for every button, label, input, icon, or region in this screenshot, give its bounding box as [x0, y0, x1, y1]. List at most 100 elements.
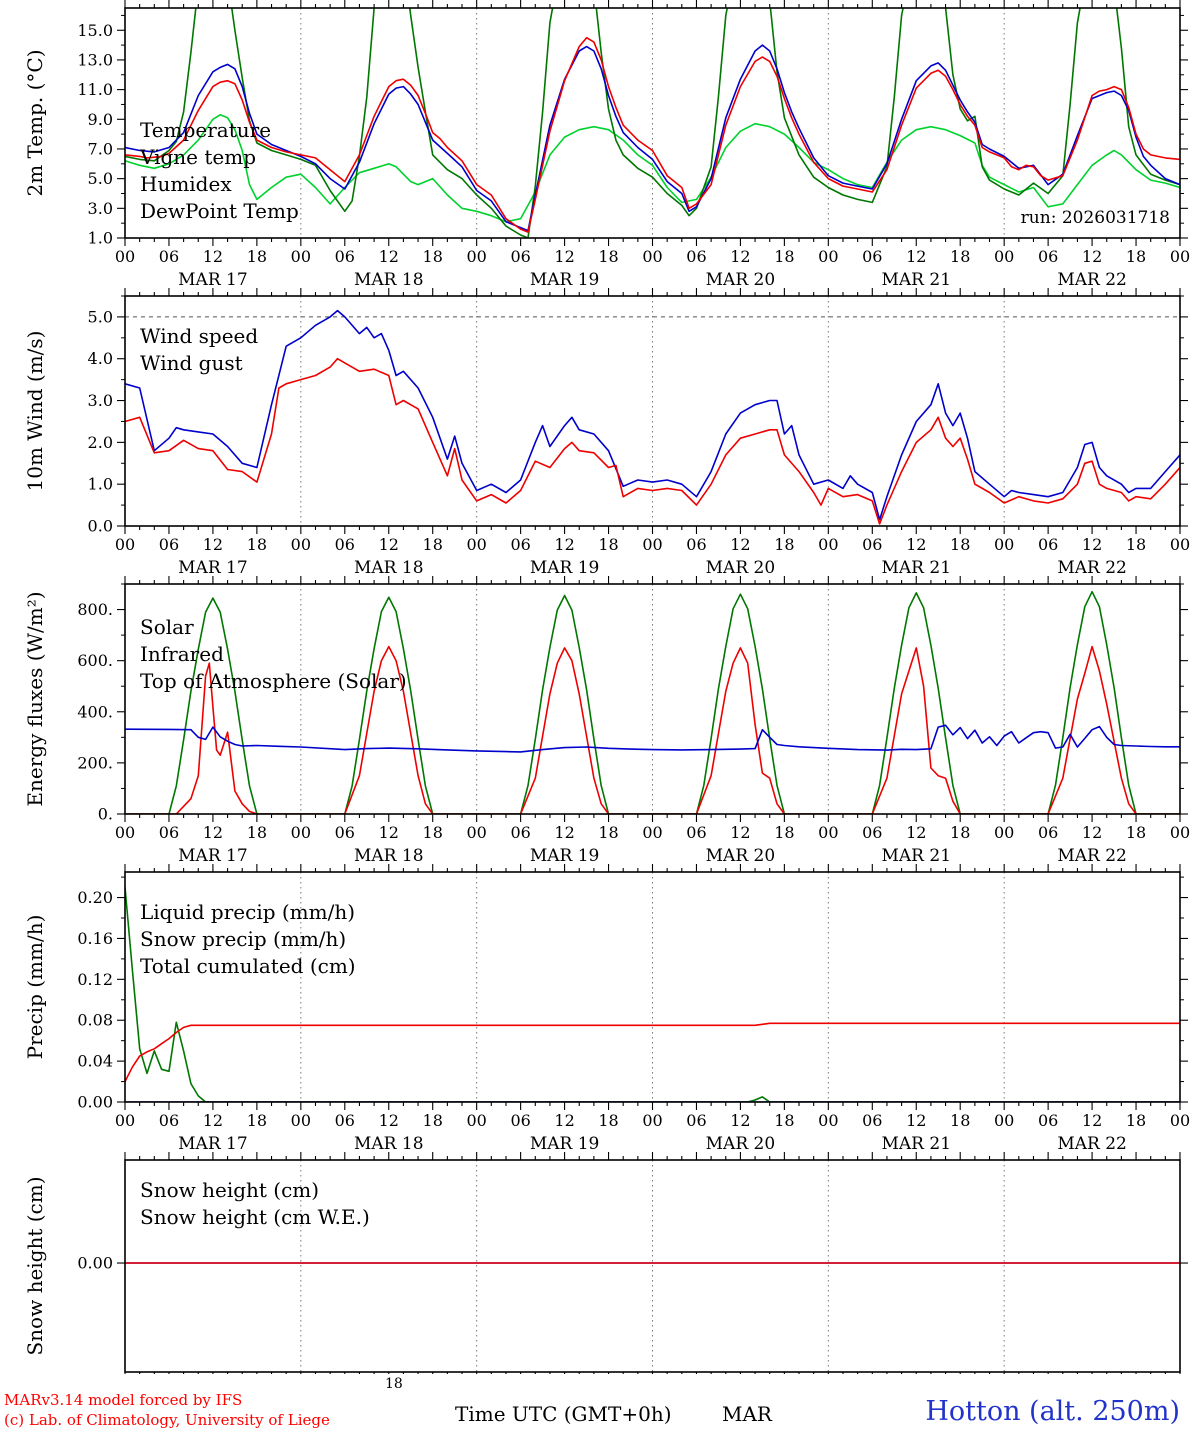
- x-axis-ticks: [124, 288, 1181, 534]
- x-tick-label: 06: [686, 535, 706, 554]
- y-tick-label: 200.: [77, 753, 113, 772]
- x-tick-label: 00: [466, 247, 486, 266]
- x-tick-label: 12: [1082, 823, 1102, 842]
- x-axis-labels: 00 06 12 18 00 06 12 18 00 06 12 18 00 06 12 18 00 06 12 18…: [115, 535, 1190, 554]
- x-tick-label: 12: [730, 1111, 750, 1130]
- y-tick-label: 1.0: [88, 475, 113, 494]
- y-tick-label: 9.0: [88, 110, 113, 129]
- x-tick-label: 06: [1038, 1111, 1058, 1130]
- y-tick-label: 400.: [77, 702, 113, 721]
- x-tick-label: 12: [203, 1111, 223, 1130]
- x-tick-label: 18: [423, 1111, 443, 1130]
- legend-snow-height-cm-: Snow height (cm): [140, 1178, 319, 1202]
- y-axis-ticks: [117, 14, 1188, 239]
- x-tick-label: 06: [335, 1111, 355, 1130]
- x-tick-label: 00: [818, 823, 838, 842]
- y-tick-label: 13.0: [77, 50, 113, 69]
- x-tick-label: 06: [510, 247, 530, 266]
- day-label: MAR 20: [706, 846, 776, 864]
- y-tick-label: 0.20: [77, 888, 113, 907]
- series-humidex: [125, 44, 1180, 232]
- x-tick-label: 00: [1170, 1111, 1190, 1130]
- x-tick-label: 12: [906, 247, 926, 266]
- model-label: MAR: [722, 1402, 772, 1426]
- x-tick-label: 00: [291, 1111, 311, 1130]
- x-tick-label: 00: [642, 247, 662, 266]
- x-tick-label: 06: [686, 823, 706, 842]
- y-axis-ticks: [117, 583, 1188, 815]
- legend: Snow height (cm) Snow height (cm W.E.): [140, 1178, 370, 1229]
- legend-solar: Solar: [140, 615, 194, 639]
- x-tick-label: 06: [510, 1111, 530, 1130]
- x-axis-ticks: [124, 576, 1181, 822]
- legend: Temperature Vigne temp Humidex DewPoint Tem…: [139, 118, 299, 223]
- x-tick-label: 06: [159, 535, 179, 554]
- x-tick-label: 12: [203, 535, 223, 554]
- legend-infrared: Infrared: [140, 642, 224, 666]
- y-tick-label: 0.00: [77, 1254, 113, 1273]
- x-tick-label: 18: [423, 247, 443, 266]
- x-tick-label: 06: [1038, 823, 1058, 842]
- meteogram-panels: 1.0 3.0 5.0 7.0 9.0 11.0 13.0 15.0 00 06 12 18 00 06 1…: [23, 0, 1190, 1374]
- x-tick-label: 00: [1170, 247, 1190, 266]
- x-axis-labels: 00 06 12 18 00 06 12 18 00 06 12 18 00 06 12 18 00 06 12 18…: [115, 1111, 1190, 1130]
- x-tick-label: 12: [906, 823, 926, 842]
- y-axis-title: Energy fluxes (W/m²): [23, 591, 47, 806]
- y-axis-ticks: [117, 876, 1188, 1103]
- series-infrared: [125, 724, 1180, 753]
- day-label: MAR 19: [530, 1134, 600, 1152]
- series-wind-gust: [125, 309, 1180, 521]
- legend-wind-gust: Wind gust: [140, 351, 243, 375]
- series-dewpoint-temp: [125, 114, 1180, 223]
- x-tick-label: 06: [159, 1111, 179, 1130]
- y-tick-label: 5.0: [88, 169, 113, 188]
- model-credit: MARv3.14 model forced by IFS (c) Lab. of …: [4, 1390, 330, 1431]
- x-tick-label: 06: [862, 823, 882, 842]
- x-tick-label: 18: [598, 823, 618, 842]
- day-labels: MAR 17 MAR 18 MAR 19 MAR 20 MAR 21 MAR 22: [178, 558, 1127, 576]
- x-tick-label: 12: [379, 1111, 399, 1130]
- day-label: MAR 20: [706, 270, 776, 288]
- y-tick-label: 600.: [77, 651, 113, 670]
- x-tick-label: 06: [335, 535, 355, 554]
- legend: Solar Infrared Top of Atmosphere (Solar): [140, 615, 407, 693]
- y-tick-label: 5.0: [88, 307, 113, 326]
- x-tick-label: 06: [510, 823, 530, 842]
- day-label: MAR 17: [178, 1134, 248, 1152]
- x-tick-label: 00: [291, 535, 311, 554]
- x-tick-label: 18: [1126, 1111, 1146, 1130]
- x-tick-label: 18: [247, 1111, 267, 1130]
- legend-temperature: Temperature: [140, 118, 271, 142]
- x-tick-label: 18: [1126, 535, 1146, 554]
- x-tick-label: 12: [554, 1111, 574, 1130]
- panel-10m-wind: 0.0 1.0 2.0 3.0 4.0 5.0 00 06 12 18 00 06 12 18 00 06 12…: [23, 288, 1190, 576]
- x-tick-label: 00: [466, 823, 486, 842]
- series-group: [125, 887, 1180, 1102]
- y-tick-label: 4.0: [88, 349, 113, 368]
- x-tick-label: 12: [730, 247, 750, 266]
- y-tick-label: 2.0: [88, 433, 113, 452]
- x-tick-label: 06: [159, 823, 179, 842]
- y-tick-label: 0.00: [77, 1093, 113, 1112]
- x-tick-label: 06: [335, 247, 355, 266]
- x-tick-label: 18: [774, 535, 794, 554]
- y-tick-label: 11.0: [77, 80, 113, 99]
- x-tick-label: 12: [730, 535, 750, 554]
- x-tick-label: 06: [159, 247, 179, 266]
- x-tick-label: 18: [598, 535, 618, 554]
- x-tick-label: 00: [994, 823, 1014, 842]
- x-tick-label: 06: [862, 1111, 882, 1130]
- day-label: MAR 21: [881, 1134, 951, 1152]
- x-tick-label: 06: [510, 535, 530, 554]
- x-tick-label: 12: [1082, 535, 1102, 554]
- legend: Liquid precip (mm/h) Snow precip (mm/h) To…: [140, 900, 356, 978]
- x-tick-label: 12: [203, 247, 223, 266]
- day-label: MAR 18: [354, 1134, 424, 1152]
- y-axis-ticks: [117, 295, 1188, 527]
- x-tick-label: 18: [1126, 823, 1146, 842]
- x-tick-label: 06: [686, 1111, 706, 1130]
- x-tick-label: 00: [115, 247, 135, 266]
- x-axis-labels: 00 06 12 18 00 06 12 18 00 06 12 18 00 06 12 18 00 06 12 18…: [115, 247, 1190, 266]
- legend-liquid-precip-mm-h-: Liquid precip (mm/h): [140, 900, 355, 924]
